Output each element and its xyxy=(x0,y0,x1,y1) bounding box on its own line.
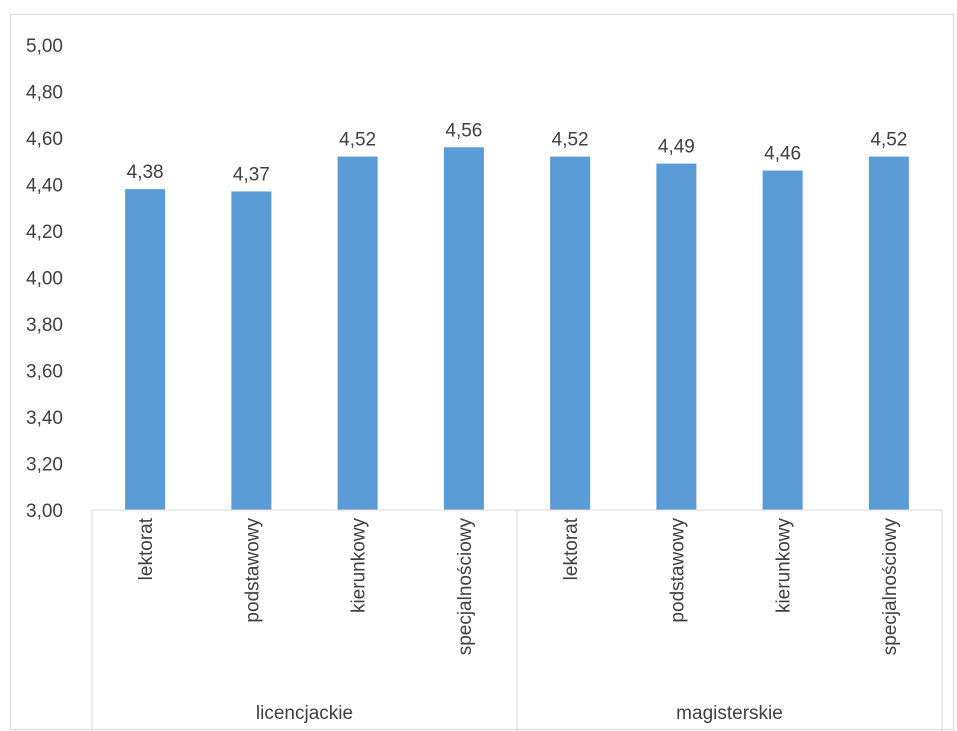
data-label: 4,52 xyxy=(339,130,376,151)
y-tick-label: 4,60 xyxy=(26,129,63,150)
bar xyxy=(656,163,697,510)
x-tick-label: specjalnościowy xyxy=(455,518,476,656)
bar xyxy=(231,191,272,510)
y-tick-label: 5,00 xyxy=(26,36,63,57)
bar xyxy=(762,170,803,511)
bar xyxy=(550,156,591,510)
data-label: 4,38 xyxy=(127,162,164,183)
y-tick-label: 3,20 xyxy=(26,455,63,476)
y-tick-label: 3,40 xyxy=(26,408,63,429)
x-tick-label: lektorat xyxy=(136,517,157,580)
x-tick-label: specjalnościowy xyxy=(880,518,901,656)
y-tick-label: 4,80 xyxy=(26,83,63,104)
group-label: licencjackie xyxy=(256,703,353,724)
y-tick-label: 4,20 xyxy=(26,222,63,243)
y-tick-label: 3,80 xyxy=(26,315,63,336)
bar xyxy=(443,147,484,511)
x-tick-label: kierunkowy xyxy=(774,518,795,614)
x-tick-label: podstawowy xyxy=(242,518,263,623)
y-tick-label: 4,00 xyxy=(26,269,63,290)
y-tick-label: 4,40 xyxy=(26,176,63,197)
data-label: 4,37 xyxy=(233,164,270,185)
data-label: 4,49 xyxy=(658,137,695,158)
data-label: 4,46 xyxy=(764,144,801,165)
bar xyxy=(125,189,166,510)
x-tick-label: kierunkowy xyxy=(349,518,370,614)
data-label: 4,52 xyxy=(552,130,589,151)
group-label: magisterskie xyxy=(676,703,783,724)
bar xyxy=(337,156,378,510)
data-label: 4,56 xyxy=(445,120,482,141)
bar xyxy=(868,156,909,510)
y-tick-label: 3,60 xyxy=(26,362,63,383)
x-tick-label: podstawowy xyxy=(667,518,688,623)
data-label: 4,52 xyxy=(870,130,907,151)
x-tick-label: lektorat xyxy=(561,517,582,580)
y-tick-label: 3,00 xyxy=(26,501,63,522)
